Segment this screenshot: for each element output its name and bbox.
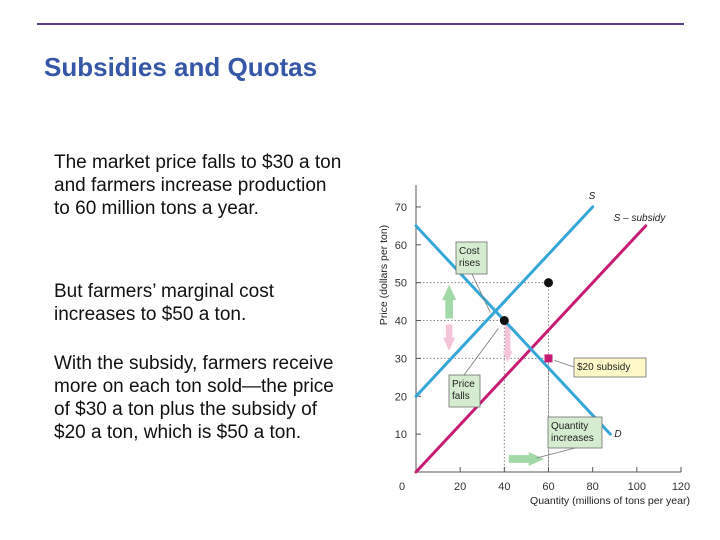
axes [415,185,682,473]
series-label-0: S [589,191,596,202]
x-tick-label-40: 40 [498,481,510,493]
y-tick-label-40: 40 [395,316,407,328]
equilibrium-point-0 [499,316,509,326]
series-line-2 [414,224,612,436]
annotation-text-3-1: increases [551,433,594,444]
annotation-text-1-0: Price [452,379,475,390]
annotation-box-3 [547,416,603,449]
body-paragraph-2: But farmers’ marginal cost increases to … [54,281,274,325]
annotation-text-2-0: $20 subsidy [577,362,630,373]
equilibrium-point-1 [544,278,553,288]
y-tick-label-70: 70 [395,202,407,214]
cost-rises-arrow [442,284,457,319]
annotation-leader-1 [463,328,499,376]
x-tick-label-0: 0 [399,481,405,493]
annotation-text-0-0: Cost [459,246,480,257]
title-divider [37,23,684,25]
body-paragraph-3: With the subsidy, farmers receive more o… [54,353,334,443]
series-line-0 [414,205,595,398]
quantity-increases-arrow [508,452,545,466]
annotation-leader-3 [536,447,576,459]
price-falls-arrow [443,324,456,351]
annotation-leader-0 [471,273,491,313]
labels: 0 20 40 60 80 100 120 10 20 30 40 50 60 70 Price (doll… [378,191,690,507]
slide-title: Subsidies and Quotas [44,52,318,82]
y-tick-label-20: 20 [395,391,407,403]
annotation-box-0 [455,241,488,275]
body-paragraph-1: The market price falls to $30 a ton and … [54,152,342,219]
annotation-text-0-1: rises [459,258,480,269]
y-tick-label-10: 10 [395,429,407,441]
x-tick-label-80: 80 [587,481,599,493]
annotation-leader-2 [554,360,575,368]
y-tick-label-60: 60 [395,240,407,252]
annotation-box-1 [448,374,481,408]
x-tick-label-100: 100 [628,481,646,493]
price-falls-arrow-right [502,324,513,363]
series [414,205,648,474]
change-arrows [442,284,545,466]
series-label-1: S – subsidy [614,213,667,224]
x-tick-label-60: 60 [542,481,554,493]
series-label-2: D [614,429,621,440]
guide-lines [416,282,549,472]
y-axis-label: Price (dollars per ton) [378,225,390,325]
equilibrium-points [499,278,553,363]
equilibrium-point-2 [544,354,553,363]
annotation-text-3-0: Quantity [551,421,588,432]
y-tick-label-50: 50 [395,278,407,290]
y-tick-label-30: 30 [395,353,407,365]
x-axis-label: Quantity (millions of tons per year) [530,495,690,507]
x-tick-label-20: 20 [454,481,466,493]
x-tick-label-120: 120 [672,481,690,493]
annotation-text-1-1: falls [452,391,470,402]
annotation-box-2 [573,357,647,378]
subsidy-chart: 0 20 40 60 80 100 120 10 20 30 40 50 60 70 Price (doll… [378,185,690,507]
